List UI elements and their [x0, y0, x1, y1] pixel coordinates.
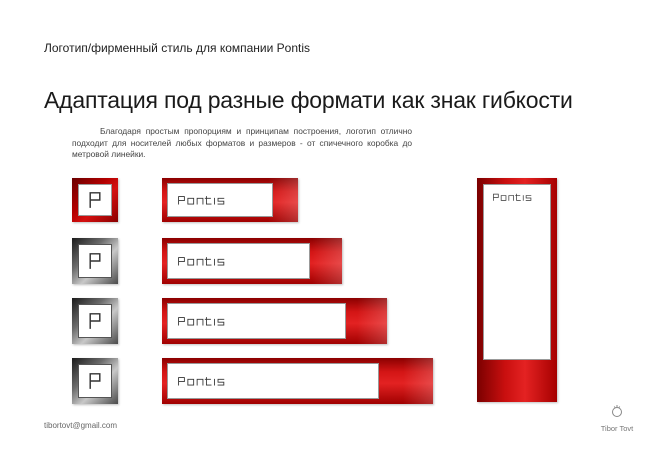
- author-name: Tibor Tovt: [600, 424, 634, 433]
- logo-tile-inner: [78, 184, 112, 216]
- logo-bar-4: [162, 358, 433, 404]
- logo-bar-inner: [167, 303, 346, 339]
- pontis-wordmark-icon: [178, 195, 236, 205]
- monogram-p-icon: [89, 313, 102, 329]
- pontis-wordmark-icon: [178, 256, 236, 266]
- logo-bar-inner: [167, 363, 379, 399]
- monogram-p-icon: [89, 192, 102, 208]
- footer-brand: Tibor Tovt: [594, 404, 640, 433]
- logo-bar-inner: [167, 243, 310, 279]
- logo-bar-inner: [483, 184, 551, 360]
- monogram-p-icon: [89, 253, 102, 269]
- footer-email: tibortovt@gmail.com: [44, 421, 118, 430]
- logo-bar-3: [162, 298, 387, 344]
- logo-tile-gray: [72, 238, 118, 284]
- logo-bar-2: [162, 238, 342, 284]
- author-logo-icon: [612, 405, 622, 417]
- pontis-wordmark-icon: [493, 193, 541, 201]
- header-title: Логотип/фирменный стиль для компании Pon…: [44, 41, 311, 55]
- description-text: Благодаря простым пропорциям и принципам…: [72, 126, 412, 159]
- logo-bar-inner: [167, 183, 273, 217]
- pontis-wordmark-icon: [178, 316, 236, 326]
- logo-tile-gray: [72, 358, 118, 404]
- logo-tile-inner: [78, 244, 112, 278]
- logo-bar-1: [162, 178, 298, 222]
- logo-tile-red: [72, 178, 118, 222]
- pontis-wordmark-icon: [178, 376, 236, 386]
- logo-tile-inner: [78, 364, 112, 398]
- page-title: Адаптация под разные формати как знак ги…: [44, 87, 573, 113]
- logo-bar-vertical: [477, 178, 557, 402]
- logo-tile-gray: [72, 298, 118, 344]
- logo-tile-inner: [78, 304, 112, 338]
- monogram-p-icon: [89, 373, 102, 389]
